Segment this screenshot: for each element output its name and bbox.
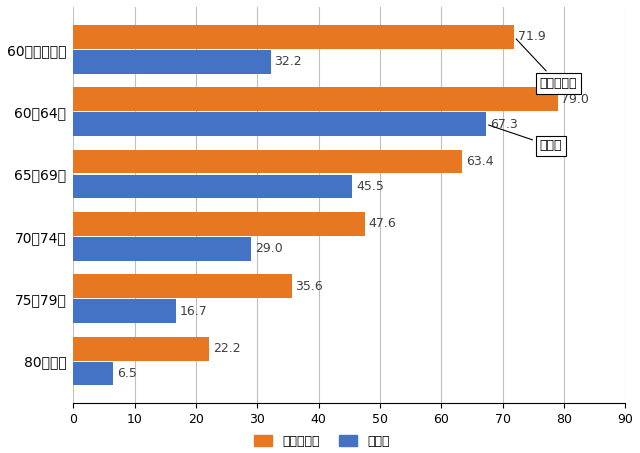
Bar (74, 337, 209, 361)
Legend: 就業希望率, 就業率: 就業希望率, 就業率 (248, 430, 395, 453)
Bar (74, 87, 557, 111)
Text: 29.0: 29.0 (255, 242, 283, 255)
Bar (74, 212, 365, 236)
Bar (74, 175, 352, 198)
Bar (74, 275, 292, 298)
Text: 就業希望率: 就業希望率 (516, 39, 577, 90)
Text: 47.6: 47.6 (369, 217, 397, 231)
Bar (74, 25, 514, 48)
Bar (74, 362, 113, 386)
Bar (74, 237, 251, 261)
Bar (74, 149, 462, 173)
Bar (74, 299, 176, 323)
Text: 就業率: 就業率 (488, 125, 562, 153)
Text: 79.0: 79.0 (561, 93, 589, 106)
Text: 63.4: 63.4 (466, 155, 493, 168)
Text: 35.6: 35.6 (295, 280, 323, 293)
Text: 71.9: 71.9 (518, 30, 545, 43)
Text: 22.2: 22.2 (213, 342, 241, 355)
Text: 67.3: 67.3 (490, 118, 517, 130)
Text: 32.2: 32.2 (275, 55, 302, 68)
Bar (74, 112, 486, 136)
Text: 6.5: 6.5 (117, 367, 137, 380)
Text: 45.5: 45.5 (356, 180, 384, 193)
Text: 16.7: 16.7 (179, 305, 207, 318)
Bar (74, 50, 271, 74)
